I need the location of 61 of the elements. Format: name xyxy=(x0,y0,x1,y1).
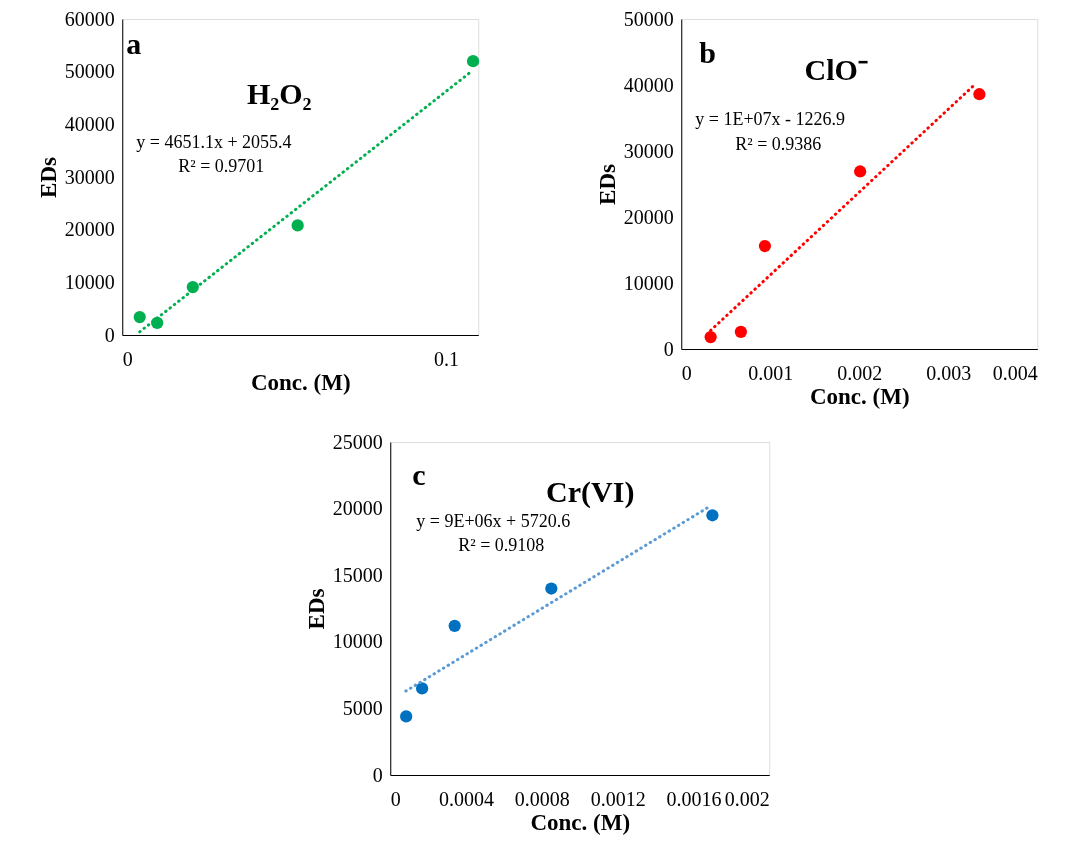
point xyxy=(291,219,304,232)
x-axis-title: Conc. (M) xyxy=(530,809,631,835)
annotation: R² = 0.9701 xyxy=(178,156,265,176)
x-tick-label: 0.003 xyxy=(926,361,972,384)
x-tick-label: 0.001 xyxy=(748,361,794,384)
y-axis-title: EDs xyxy=(35,157,61,198)
y-tick-label: 30000 xyxy=(623,139,674,162)
y-tick-label: 15000 xyxy=(332,563,383,586)
point xyxy=(973,88,986,101)
y-tick-label: 50000 xyxy=(623,7,674,30)
y-tick-label: 0 xyxy=(372,763,383,786)
y-tick-label: 30000 xyxy=(64,165,115,188)
y-tick-label: 20000 xyxy=(64,218,115,241)
text: H₂O₂ xyxy=(246,77,312,110)
x-tick-label: 0.002 xyxy=(837,361,883,384)
y-tick-label: 25000 xyxy=(332,430,383,453)
x-tick-label: 0.004 xyxy=(992,361,1038,384)
point xyxy=(704,331,717,344)
annotation: R² = 0.9108 xyxy=(458,535,545,555)
y-tick-label: 40000 xyxy=(623,73,674,96)
annotation: b xyxy=(699,36,716,69)
y-axis-title: EDs xyxy=(303,588,329,630)
point xyxy=(758,239,772,253)
y-axis-title: EDs xyxy=(594,164,620,205)
point xyxy=(133,310,146,324)
point xyxy=(734,325,747,338)
annotation: c xyxy=(412,458,426,491)
y-tick-label: 5000 xyxy=(342,696,383,719)
annotation: y = 4651.1x + 2055.4 xyxy=(136,132,292,152)
y-tick-label: 10000 xyxy=(623,271,674,294)
x-tick-label: 0.0012 xyxy=(590,787,646,810)
x-axis-title: Conc. (M) xyxy=(250,369,351,395)
y-tick-label: 20000 xyxy=(332,497,383,520)
x-tick-label: 0.002 xyxy=(724,787,770,810)
y-tick-label: 60000 xyxy=(64,7,115,30)
y-tick-label: 20000 xyxy=(623,205,674,228)
x-tick-label: 0 xyxy=(390,787,401,810)
y-tick-label: 0 xyxy=(104,323,115,346)
x-tick-label: 0.0004 xyxy=(439,787,495,810)
y-tick-label: 50000 xyxy=(64,60,115,83)
point xyxy=(854,165,867,178)
annotation: R² = 0.9386 xyxy=(735,134,822,154)
annotation: y = 9E+06x + 5720.6 xyxy=(416,511,571,531)
text: Cr(VI) xyxy=(546,475,635,509)
y-tick-label: 40000 xyxy=(64,112,115,135)
point xyxy=(400,710,413,723)
text: ClO⁻ xyxy=(804,53,868,86)
point xyxy=(415,682,429,695)
x-tick-label: 0.0016 xyxy=(666,787,722,810)
y-tick-label: 10000 xyxy=(332,630,383,653)
annotation: y = 1E+07x - 1226.9 xyxy=(695,109,846,129)
point xyxy=(545,582,558,595)
x-tick-label: 0.1 xyxy=(433,347,459,370)
annotation: a xyxy=(126,27,142,60)
x-tick-label: 0 xyxy=(681,361,692,384)
point xyxy=(448,619,461,632)
point xyxy=(706,509,719,522)
point xyxy=(466,55,480,68)
x-axis-title: Conc. (M) xyxy=(809,383,910,409)
x-tick-label: 0.0008 xyxy=(514,787,570,810)
y-tick-label: 10000 xyxy=(64,270,115,293)
